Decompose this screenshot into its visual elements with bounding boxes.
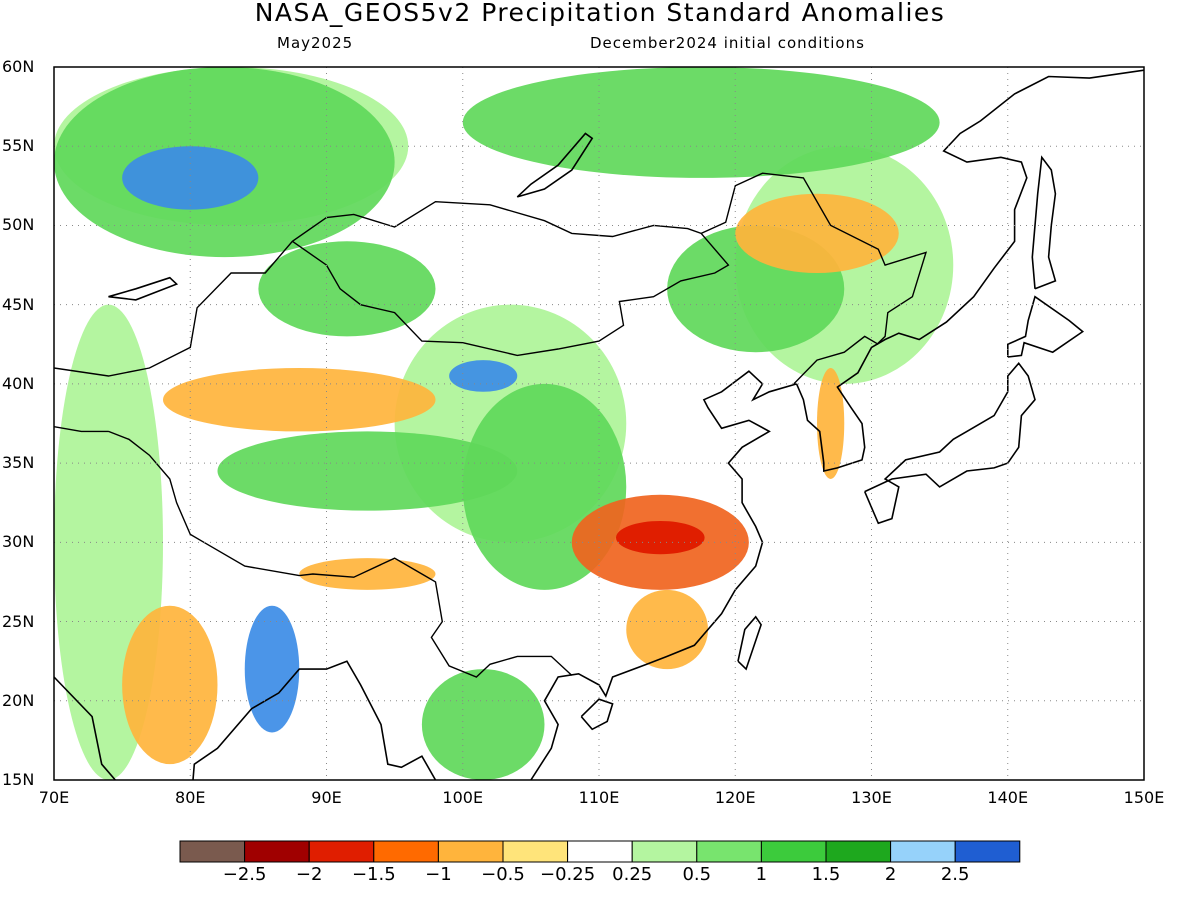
- anomaly-region-mongolia-north-wet: [462, 67, 940, 178]
- lon-tick-label: 140E: [987, 788, 1029, 807]
- lat-tick-label: 20N: [2, 690, 35, 710]
- lake-outline: [516, 132, 594, 198]
- lon-tick-label: 80E: [175, 788, 206, 807]
- coastline: [795, 69, 1144, 473]
- anomaly-region-tarim-dry: [163, 368, 436, 432]
- lon-tick-label: 110E: [578, 788, 620, 807]
- legend-swatch: [437, 840, 504, 863]
- legend-tick-label: 1.5: [811, 864, 841, 885]
- legend-tick-label: −0.5: [481, 864, 525, 885]
- country-border: [54, 172, 928, 377]
- lat-tick-label: 55N: [2, 136, 35, 156]
- legend-tick-label: −1: [425, 864, 452, 885]
- legend-swatch: [502, 840, 569, 863]
- legend-tick-label: 1: [755, 864, 768, 885]
- lon-tick-label: 150E: [1123, 788, 1165, 807]
- legend-tick-label: 0.5: [682, 864, 712, 885]
- target-month: May2025: [277, 34, 354, 52]
- lat-tick-label: 50N: [2, 215, 35, 235]
- coastlines-and-borders: [54, 69, 1144, 780]
- coastline: [192, 660, 437, 780]
- country-border: [793, 335, 879, 385]
- anomaly-region-amur-dry: [735, 193, 899, 273]
- country-border: [108, 430, 573, 678]
- legend-tick-label: 2: [884, 864, 897, 885]
- legend-swatch: [954, 840, 1021, 863]
- anomaly-region-india-west-dry: [122, 605, 218, 765]
- legend-tick-label: −1.5: [351, 864, 396, 885]
- anomaly-region-gobi-wet-core: [449, 360, 518, 392]
- anomaly-region-southeast-china-dry: [626, 589, 708, 670]
- initial-conditions: December2024 initial conditions: [590, 34, 865, 52]
- legend-swatch: [567, 840, 633, 863]
- anomaly-core-south-china-dry: [616, 520, 705, 555]
- map-frame: [53, 66, 1145, 781]
- legend-swatch: [244, 840, 310, 863]
- legend-tick-label: 0.25: [612, 864, 653, 885]
- legend-swatch: [308, 840, 375, 863]
- lon-tick-label: 70E: [38, 788, 70, 807]
- coastline: [1007, 295, 1085, 358]
- legend-tick-label: −0.25: [540, 864, 596, 885]
- legend-swatch: [373, 840, 439, 863]
- lon-tick-label: 100E: [442, 788, 484, 807]
- coastline: [863, 362, 1036, 525]
- lat-tick-label: 40N: [2, 373, 35, 393]
- map-title: NASA_GEOS5v2 Precipitation Standard Anom…: [254, 0, 946, 27]
- legend-tick-label: −2.5: [222, 864, 267, 885]
- coastline: [1031, 155, 1057, 290]
- coastline: [737, 615, 762, 671]
- legend-swatch: [890, 840, 956, 863]
- anomaly-region-tien-shan-wet: [258, 241, 436, 337]
- lon-tick-label: 130E: [851, 788, 892, 807]
- legend-swatch: [179, 840, 246, 863]
- country-border: [54, 426, 109, 433]
- anomaly-field: [54, 67, 954, 780]
- country-border: [291, 232, 730, 357]
- lat-tick-label: 25N: [2, 611, 35, 631]
- legend-swatch: [760, 840, 827, 863]
- anomaly-region-kazakhstan-wet-core: [122, 146, 259, 210]
- lat-tick-label: 45N: [2, 294, 35, 314]
- legend-swatch: [631, 840, 698, 863]
- anomaly-region-himalaya-dry: [299, 558, 436, 590]
- legend-swatch: [825, 840, 892, 863]
- coastline: [580, 698, 614, 731]
- lake-outline: [108, 276, 179, 301]
- coastline: [54, 676, 116, 780]
- legend-tick-label: −2: [295, 864, 323, 885]
- legend-swatch: [696, 840, 762, 863]
- lon-tick-label: 90E: [311, 788, 342, 807]
- coastline: [530, 370, 797, 780]
- legend-tick-label: 2.5: [940, 864, 970, 885]
- lon-tick-label: 120E: [714, 788, 756, 807]
- lat-tick-label: 60N: [2, 57, 35, 76]
- anomaly-region-korea-dry: [817, 368, 845, 479]
- lat-tick-label: 15N: [2, 770, 35, 789]
- anomaly-region-tibet-north-wet: [217, 431, 518, 511]
- anomaly-region-indochina-wet: [421, 669, 545, 780]
- gridlines: [54, 67, 1144, 780]
- lat-tick-label: 30N: [2, 532, 35, 552]
- lat-tick-label: 35N: [2, 453, 35, 473]
